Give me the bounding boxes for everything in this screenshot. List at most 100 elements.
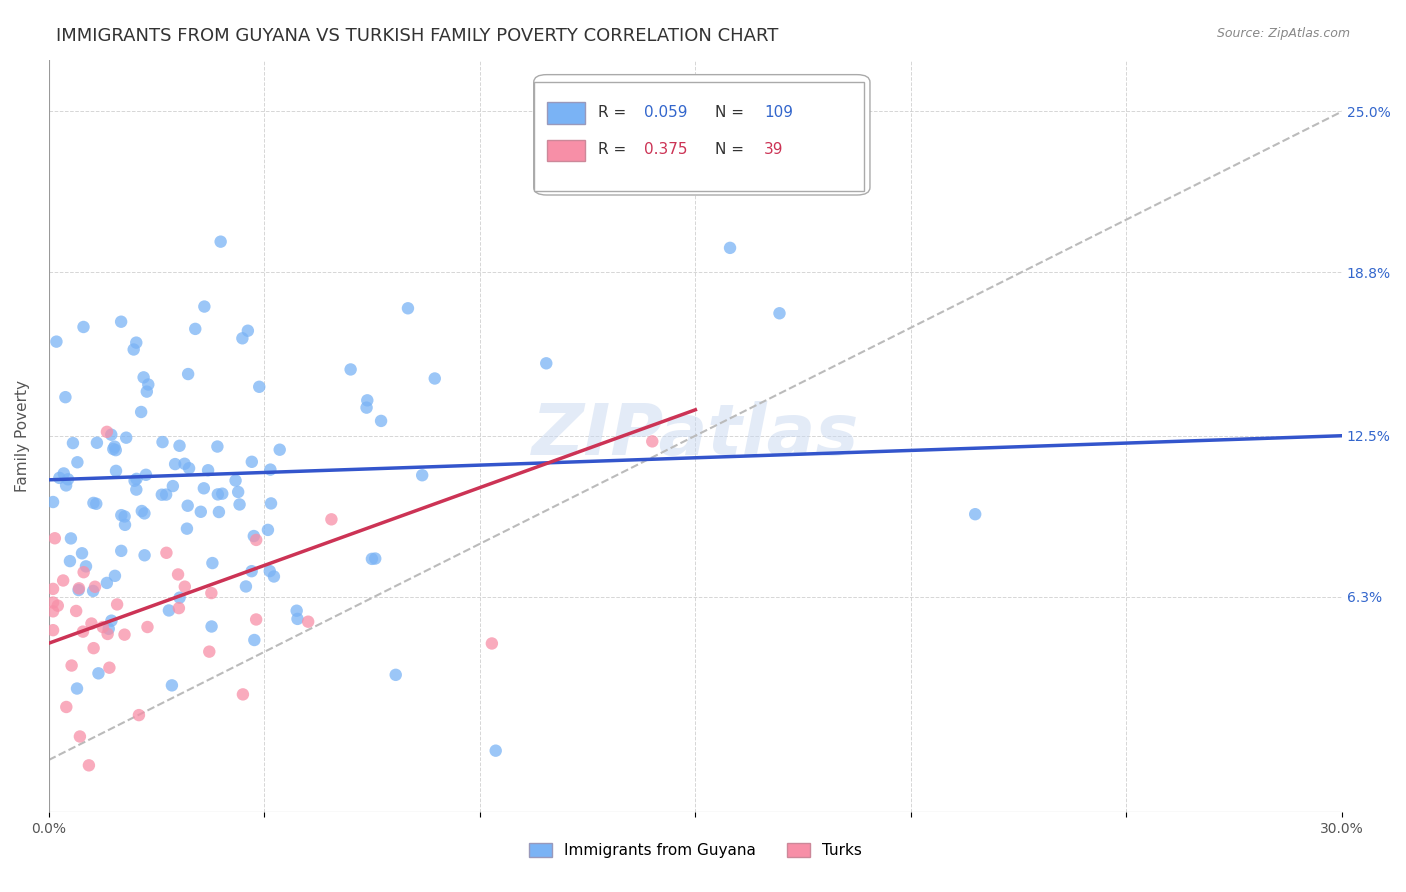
Immigrants from Guyana: [384, 668, 406, 682]
Text: 109: 109: [763, 104, 793, 120]
Immigrants from Guyana: [125, 335, 148, 350]
Immigrants from Guyana: [356, 401, 378, 415]
Immigrants from Guyana: [82, 584, 104, 599]
Immigrants from Guyana: [184, 322, 207, 336]
Immigrants from Guyana: [339, 362, 361, 376]
Immigrants from Guyana: [59, 554, 82, 568]
Turks: [245, 533, 267, 547]
Immigrants from Guyana: [70, 546, 93, 560]
Immigrants from Guyana: [965, 507, 987, 521]
Immigrants from Guyana: [235, 579, 257, 593]
Turks: [105, 598, 128, 612]
Immigrants from Guyana: [124, 474, 146, 488]
Immigrants from Guyana: [718, 241, 741, 255]
Turks: [72, 624, 94, 639]
Turks: [96, 425, 118, 439]
Immigrants from Guyana: [157, 603, 180, 617]
Immigrants from Guyana: [48, 471, 70, 485]
Turks: [80, 616, 103, 631]
Immigrants from Guyana: [52, 467, 75, 481]
Turks: [136, 620, 159, 634]
Immigrants from Guyana: [207, 440, 229, 454]
Immigrants from Guyana: [236, 324, 259, 338]
Immigrants from Guyana: [72, 320, 94, 334]
Immigrants from Guyana: [173, 457, 195, 471]
Legend: Immigrants from Guyana, Turks: Immigrants from Guyana, Turks: [523, 837, 868, 864]
Turks: [52, 574, 75, 588]
Immigrants from Guyana: [423, 371, 446, 385]
Immigrants from Guyana: [132, 370, 155, 384]
Immigrants from Guyana: [110, 544, 132, 558]
Immigrants from Guyana: [100, 427, 122, 442]
Immigrants from Guyana: [150, 488, 173, 502]
Immigrants from Guyana: [66, 455, 89, 469]
Turks: [69, 730, 91, 744]
Immigrants from Guyana: [177, 461, 200, 475]
Immigrants from Guyana: [105, 464, 128, 478]
Immigrants from Guyana: [67, 582, 90, 597]
FancyBboxPatch shape: [547, 103, 585, 123]
Immigrants from Guyana: [136, 377, 159, 392]
Y-axis label: Family Poverty: Family Poverty: [15, 380, 30, 491]
Immigrants from Guyana: [55, 390, 77, 404]
Immigrants from Guyana: [240, 455, 263, 469]
Turks: [65, 604, 87, 618]
Immigrants from Guyana: [62, 436, 84, 450]
Immigrants from Guyana: [155, 487, 177, 501]
Turks: [44, 531, 66, 545]
Turks: [67, 582, 90, 596]
FancyBboxPatch shape: [534, 75, 870, 195]
Turks: [83, 641, 105, 656]
Immigrants from Guyana: [162, 479, 184, 493]
Immigrants from Guyana: [56, 472, 79, 486]
Immigrants from Guyana: [370, 414, 392, 428]
Turks: [60, 658, 83, 673]
Immigrants from Guyana: [59, 532, 82, 546]
Immigrants from Guyana: [190, 505, 212, 519]
Immigrants from Guyana: [176, 499, 198, 513]
Turks: [42, 595, 65, 609]
Immigrants from Guyana: [228, 498, 250, 512]
Immigrants from Guyana: [226, 485, 249, 500]
Immigrants from Guyana: [197, 463, 219, 477]
Immigrants from Guyana: [75, 559, 97, 574]
Turks: [42, 582, 65, 596]
Turks: [641, 434, 664, 449]
Immigrants from Guyana: [104, 443, 127, 458]
Text: ZIPatlas: ZIPatlas: [531, 401, 859, 470]
Text: 39: 39: [763, 143, 783, 157]
Immigrants from Guyana: [485, 744, 508, 758]
Immigrants from Guyana: [247, 380, 270, 394]
Immigrants from Guyana: [259, 462, 281, 476]
Immigrants from Guyana: [177, 367, 200, 381]
Immigrants from Guyana: [114, 509, 136, 524]
Immigrants from Guyana: [42, 495, 65, 509]
Immigrants from Guyana: [165, 457, 187, 471]
Immigrants from Guyana: [169, 439, 191, 453]
Turks: [173, 580, 195, 594]
Immigrants from Guyana: [176, 522, 198, 536]
Turks: [114, 627, 136, 641]
Turks: [200, 586, 222, 600]
Immigrants from Guyana: [110, 508, 132, 523]
Turks: [167, 567, 190, 582]
FancyBboxPatch shape: [547, 140, 585, 161]
Immigrants from Guyana: [536, 356, 558, 370]
Immigrants from Guyana: [125, 483, 148, 497]
Immigrants from Guyana: [269, 442, 291, 457]
Immigrants from Guyana: [86, 435, 108, 450]
Immigrants from Guyana: [243, 529, 266, 543]
Immigrants from Guyana: [361, 552, 384, 566]
Text: 0.059: 0.059: [644, 104, 688, 120]
Turks: [297, 615, 319, 629]
Turks: [232, 687, 254, 701]
Immigrants from Guyana: [257, 523, 280, 537]
Turks: [84, 580, 107, 594]
Immigrants from Guyana: [122, 343, 145, 357]
Turks: [481, 636, 503, 650]
Immigrants from Guyana: [115, 431, 138, 445]
Immigrants from Guyana: [160, 678, 183, 692]
Turks: [321, 512, 343, 526]
Turks: [91, 620, 114, 634]
Immigrants from Guyana: [131, 504, 153, 518]
